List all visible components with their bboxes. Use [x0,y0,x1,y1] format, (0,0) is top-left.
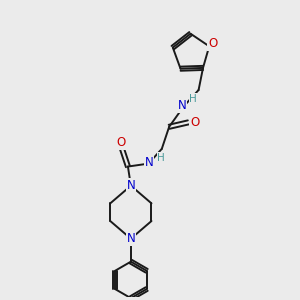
Text: O: O [116,136,125,149]
Text: N: N [127,179,135,192]
Text: O: O [190,116,200,129]
Text: O: O [208,38,218,50]
Text: N: N [127,232,135,245]
Text: H: H [157,153,165,163]
Text: H: H [189,94,197,104]
Text: N: N [145,156,154,169]
Text: N: N [178,99,187,112]
